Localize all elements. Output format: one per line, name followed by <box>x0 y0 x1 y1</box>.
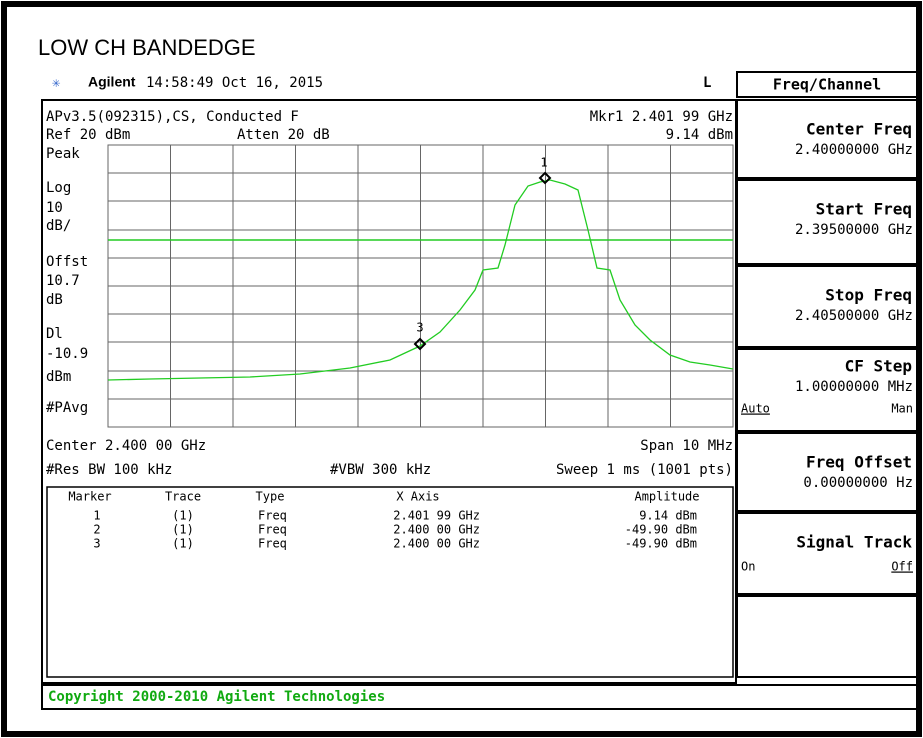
side-label: dBm <box>46 369 71 385</box>
agilent-logo: ✳ <box>52 75 61 91</box>
table-cell: 2.400 00 GHz <box>393 523 480 537</box>
softkey-option: Off <box>891 560 913 574</box>
info: Span 10 MHz <box>640 438 733 454</box>
side-label: -10.9 <box>46 346 88 362</box>
info: #VBW 300 kHz <box>330 462 431 478</box>
softkey-box <box>736 512 919 595</box>
info: Sweep 1 ms (1001 pts) <box>556 462 733 478</box>
table-header: X Axis <box>396 490 439 504</box>
softkey-box <box>736 99 919 179</box>
side-label: Offst <box>46 254 88 270</box>
marker-1 <box>538 171 552 185</box>
table-cell: Freq <box>258 537 287 551</box>
side-label: Log <box>46 180 71 196</box>
info: APv3.5(092315),CS, Conducted F <box>46 109 299 125</box>
side-label: dB <box>46 292 63 308</box>
softkeys: Center Freq 2.40000000 GHz Start Freq 2.395… <box>736 99 919 678</box>
side-label: Peak <box>46 146 80 162</box>
info: Atten 20 dB <box>237 127 330 143</box>
softkey[interactable]: Center Freq 2.40000000 GHz <box>795 120 913 159</box>
softkey-box <box>736 179 919 265</box>
table-cell: 2.400 00 GHz <box>393 537 480 551</box>
footer-box <box>41 684 919 710</box>
table-cell: Freq <box>258 523 287 537</box>
page-title: LOW CH BANDEDGE <box>38 35 256 60</box>
softkey-box <box>736 595 919 678</box>
table-cell: 9.14 dBm <box>639 509 697 523</box>
table-header: Type <box>256 490 285 504</box>
marker-label: 3 <box>416 321 423 335</box>
mode: L <box>703 75 711 91</box>
softkey-value: 1.00000000 MHz <box>795 379 913 395</box>
marker-3 <box>413 337 427 351</box>
table-cell: (1) <box>172 509 194 523</box>
softkey-option: Auto <box>741 402 770 416</box>
table-cell: 2 <box>93 523 100 537</box>
table-cell: -49.90 dBm <box>625 523 697 537</box>
menu-title-box <box>736 71 919 98</box>
footer: Copyright 2000-2010 Agilent Technologies <box>48 689 385 705</box>
info: Center 2.400 00 GHz <box>46 438 206 454</box>
info: Mkr1 2.401 99 GHz <box>590 109 733 125</box>
graticule <box>107 144 734 428</box>
table-header: Marker <box>68 490 111 504</box>
table-header: Amplitude <box>634 490 699 504</box>
softkey-value: 0.00000000 Hz <box>803 475 913 491</box>
softkey-box <box>736 348 919 432</box>
brand: Agilent <box>88 74 136 90</box>
softkey-option: Man <box>891 402 913 416</box>
info: Ref 20 dBm <box>46 127 130 143</box>
table-cell: (1) <box>172 537 194 551</box>
side-label: 10.7 <box>46 273 80 289</box>
softkey[interactable]: Stop Freq 2.40500000 GHz <box>795 286 913 325</box>
table-cell: -49.90 dBm <box>625 537 697 551</box>
softkey[interactable]: Start Freq 2.39500000 GHz <box>795 200 913 239</box>
softkey-label: Start Freq <box>816 200 912 219</box>
table-cell: Freq <box>258 509 287 523</box>
table-cell: (1) <box>172 523 194 537</box>
info: 9.14 dBm <box>666 127 733 143</box>
softkey-value: 2.39500000 GHz <box>795 222 913 238</box>
side-label: dB/ <box>46 218 71 234</box>
side-labels: Peak Log 10 dB/Offst 10.7 dB Dl -10.9 dBm #PAvg <box>46 146 88 416</box>
side-label: 10 <box>46 200 63 216</box>
table-cell: 1 <box>93 509 100 523</box>
table-cell: 3 <box>93 537 100 551</box>
softkey-box <box>736 432 919 512</box>
softkey-value: 2.40500000 GHz <box>795 308 913 324</box>
softkey-label: Signal Track <box>796 533 912 552</box>
softkey-label: Center Freq <box>806 120 912 139</box>
marker-label: 1 <box>540 156 547 170</box>
softkey-label: Stop Freq <box>825 286 912 305</box>
side-label: #PAvg <box>46 400 88 416</box>
softkey[interactable]: Signal Track On Off <box>741 533 913 574</box>
trace <box>107 179 734 381</box>
softkey[interactable]: Freq Offset 0.00000000 Hz <box>803 453 913 492</box>
softkey[interactable]: CF Step 1.00000000 MHz Auto Man <box>741 357 913 416</box>
menu-title: Freq/Channel <box>773 76 881 94</box>
timestamp: 14:58:49 Oct 16, 2015 <box>146 75 323 91</box>
screen-frame <box>41 99 737 684</box>
table-header: Trace <box>165 490 201 504</box>
marker-table-text: Marker Trace Type X Axis Amplitude 1 (1) Freq 2.… <box>68 490 699 551</box>
softkey-value: 2.40000000 GHz <box>795 142 913 158</box>
softkey-box <box>736 265 919 348</box>
info: #Res BW 100 kHz <box>46 462 172 478</box>
softkey-label: CF Step <box>845 357 912 376</box>
softkey-label: Freq Offset <box>806 453 912 472</box>
marker-table <box>46 486 734 678</box>
softkey-option: On <box>741 560 755 574</box>
table-cell: 2.401 99 GHz <box>393 509 480 523</box>
side-label: Dl <box>46 326 63 342</box>
